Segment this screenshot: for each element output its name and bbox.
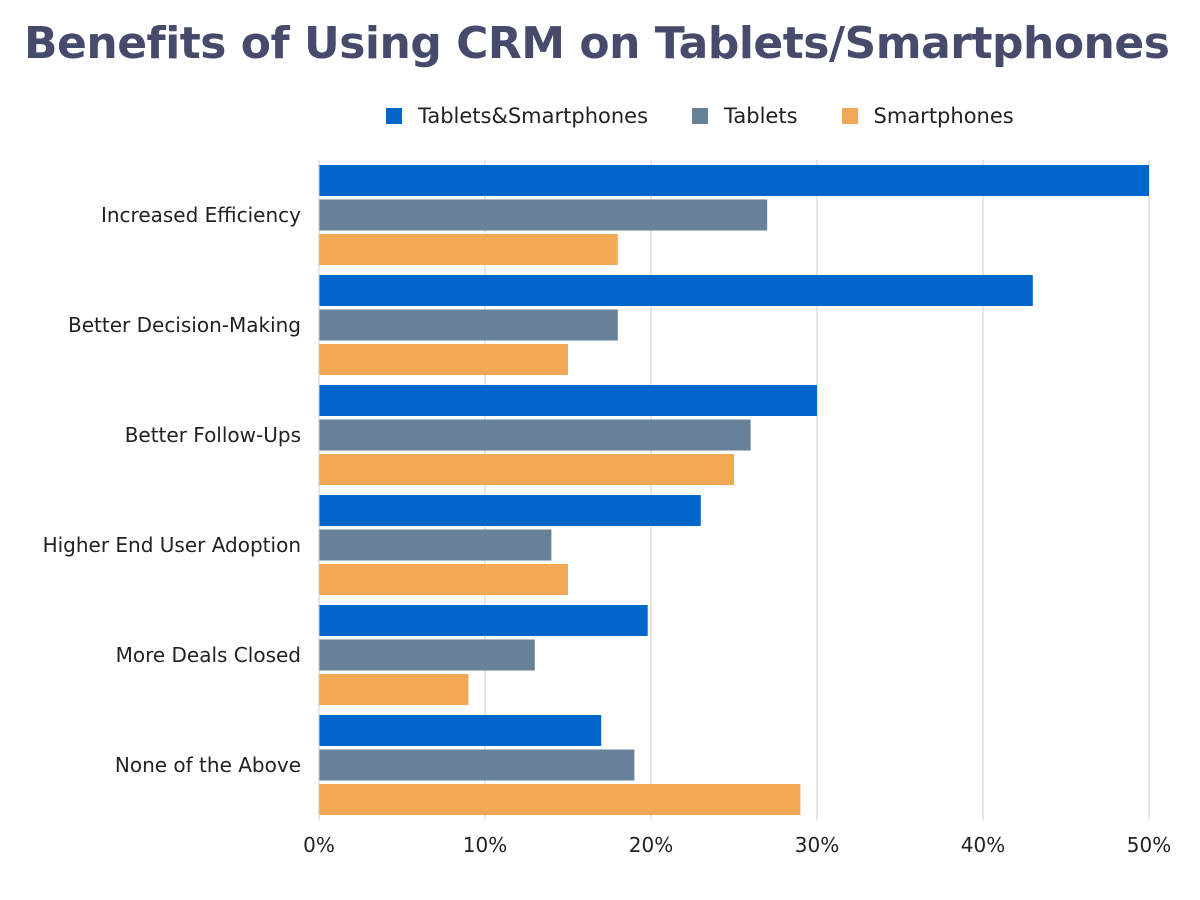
bar-better-decision-making-smartphones [319, 344, 568, 375]
bar-higher-end-user-adoption-tablets [319, 529, 552, 561]
y-tick-label-better-decision-making: Better Decision-Making [68, 313, 301, 337]
y-tick-label-none-of-the-above: None of the Above [115, 753, 301, 777]
bar-none-of-the-above-tablets [319, 749, 635, 781]
x-tick-label-50: 50% [1127, 833, 1171, 857]
legend-swatch-smartphones [841, 108, 858, 124]
legend-item-smartphones: Smartphones [841, 104, 1014, 128]
legend-label-tablets-and-smartphones: Tablets&Smartphones [418, 104, 649, 128]
bar-better-follow-ups-tablets [319, 419, 751, 451]
bar-increased-efficiency-smartphones [319, 234, 618, 265]
bar-more-deals-closed-smartphones [319, 674, 469, 705]
bar-better-decision-making-tablets [319, 309, 618, 341]
bar-more-deals-closed-tablets [319, 639, 535, 671]
legend-item-tablets: Tablets [692, 104, 798, 128]
y-tick-label-increased-efficiency: Increased Efficiency [101, 203, 301, 227]
bar-more-deals-closed-tablets-and-smartphones [319, 605, 648, 636]
bar-better-decision-making-tablets-and-smartphones [319, 275, 1033, 306]
bar-increased-efficiency-tablets [319, 199, 768, 231]
legend-swatch-tablets [692, 108, 709, 124]
bar-none-of-the-above-smartphones [319, 784, 801, 815]
bar-better-follow-ups-smartphones [319, 454, 734, 485]
chart-title: Benefits of Using CRM on Tablets/Smartph… [24, 18, 1170, 69]
x-tick-label-20: 20% [629, 833, 673, 857]
legend: Tablets&Smartphones Tablets Smartphones [386, 104, 1014, 128]
legend-item-tablets-and-smartphones: Tablets&Smartphones [386, 104, 648, 128]
y-tick-label-more-deals-closed: More Deals Closed [116, 643, 301, 667]
y-tick-label-better-follow-ups: Better Follow-Ups [125, 423, 301, 447]
y-tick-label-higher-end-user-adoption: Higher End User Adoption [43, 533, 301, 557]
legend-label-tablets: Tablets [724, 104, 798, 128]
x-tick-label-10: 10% [463, 833, 507, 857]
x-tick-label-30: 30% [795, 833, 839, 857]
bar-higher-end-user-adoption-smartphones [319, 564, 568, 595]
x-tick-label-40: 40% [961, 833, 1005, 857]
bar-better-follow-ups-tablets-and-smartphones [319, 385, 817, 416]
bar-increased-efficiency-tablets-and-smartphones [319, 165, 1149, 196]
x-tick-label-0: 0% [303, 833, 335, 857]
bar-higher-end-user-adoption-tablets-and-smartphones [319, 495, 701, 526]
legend-swatch-tablets-and-smartphones [386, 108, 402, 124]
bar-none-of-the-above-tablets-and-smartphones [319, 715, 602, 746]
legend-label-smartphones: Smartphones [873, 104, 1014, 128]
